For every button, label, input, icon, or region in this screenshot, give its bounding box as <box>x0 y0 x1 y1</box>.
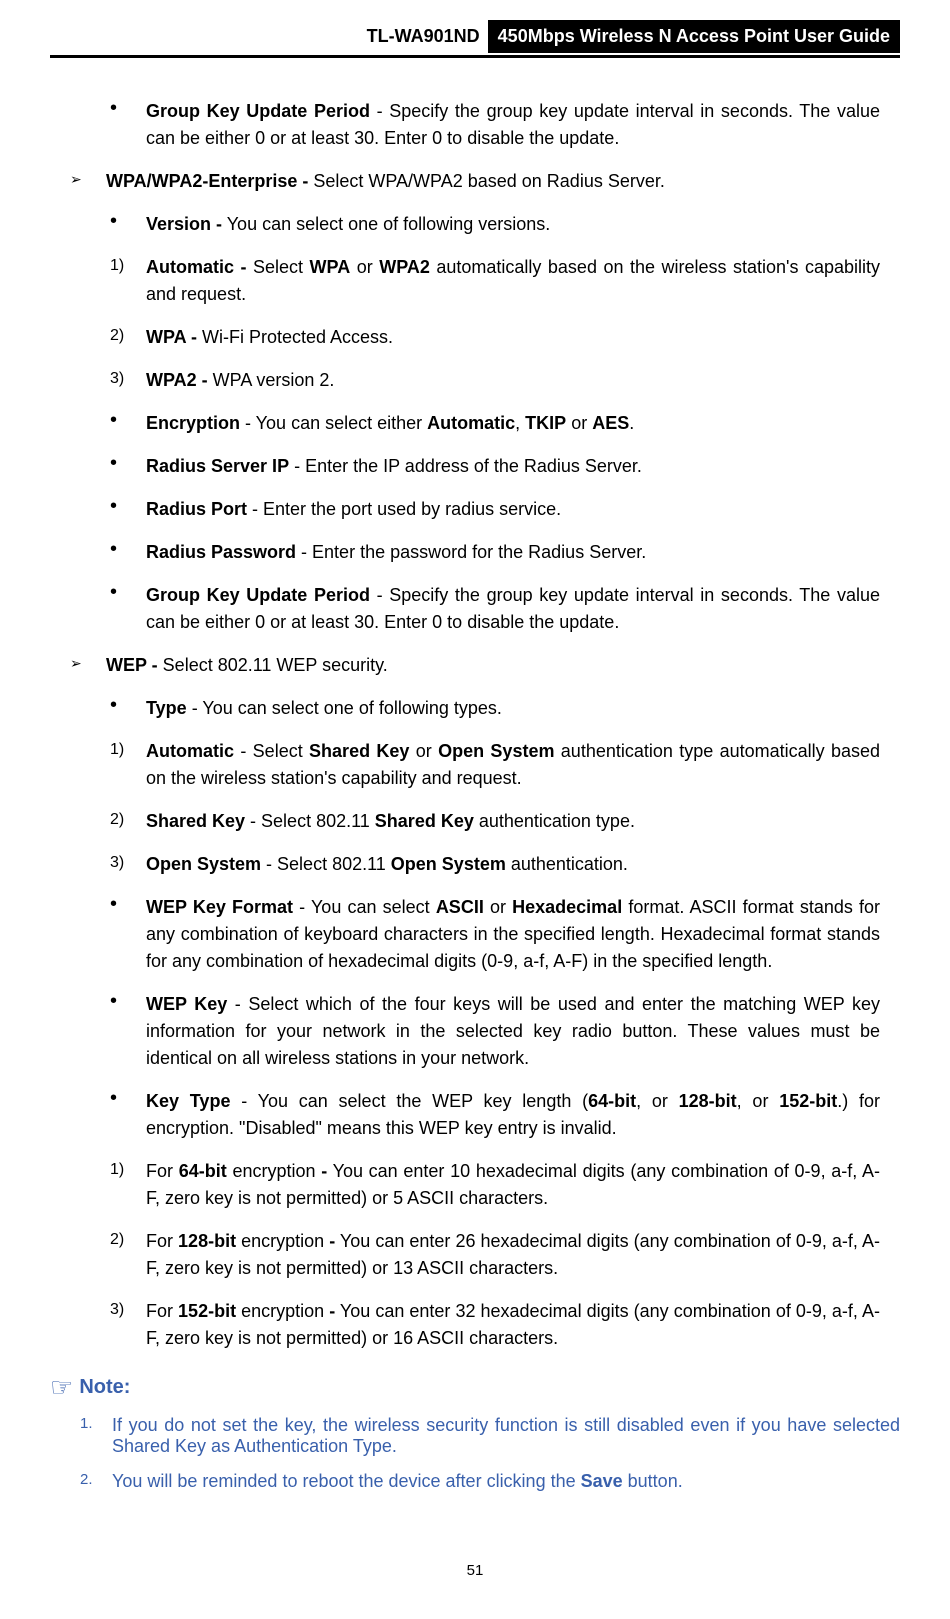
list-item-text: Open System - Select 802.11 Open System … <box>146 851 880 878</box>
content-body: Group Key Update Period - Specify the gr… <box>50 98 900 1352</box>
list-item: 3)Open System - Select 802.11 Open Syste… <box>110 851 880 878</box>
number-marker: 3) <box>110 851 146 878</box>
list-item-text: Shared Key - Select 802.11 Shared Key au… <box>146 808 880 835</box>
list-item: Type - You can select one of following t… <box>110 695 880 722</box>
number-marker: 3) <box>110 367 146 394</box>
dot-bullet-icon <box>110 98 146 152</box>
list-item: Radius Server IP - Enter the IP address … <box>110 453 880 480</box>
list-item-text: For 128-bit encryption - You can enter 2… <box>146 1228 880 1282</box>
chevron-bullet-icon <box>70 168 106 195</box>
model-tag: TL-WA901ND <box>359 22 488 51</box>
list-item: Encryption - You can select either Autom… <box>110 410 880 437</box>
list-item-text: Type - You can select one of following t… <box>146 695 880 722</box>
dot-bullet-icon <box>110 211 146 238</box>
list-item-text: Automatic - Select WPA or WPA2 automatic… <box>146 254 880 308</box>
document-page: TL-WA901ND 450Mbps Wireless N Access Poi… <box>0 0 950 1619</box>
list-item-text: WEP Key - Select which of the four keys … <box>146 991 880 1072</box>
dot-bullet-icon <box>110 582 146 636</box>
number-marker: 1) <box>110 1158 146 1212</box>
list-item: WEP Key - Select which of the four keys … <box>110 991 880 1072</box>
list-item: 1)Automatic - Select WPA or WPA2 automat… <box>110 254 880 308</box>
dot-bullet-icon <box>110 695 146 722</box>
header-bar: TL-WA901ND 450Mbps Wireless N Access Poi… <box>50 0 900 53</box>
list-item: Radius Password - Enter the password for… <box>110 539 880 566</box>
list-item-text: Radius Password - Enter the password for… <box>146 539 880 566</box>
list-item-text: Key Type - You can select the WEP key le… <box>146 1088 880 1142</box>
page-number: 51 <box>50 1562 900 1579</box>
list-item-text: Automatic - Select Shared Key or Open Sy… <box>146 738 880 792</box>
dot-bullet-icon <box>110 894 146 975</box>
header-title: 450Mbps Wireless N Access Point User Gui… <box>488 20 900 53</box>
list-item-text: WEP - Select 802.11 WEP security. <box>106 652 880 679</box>
note-text: If you do not set the key, the wireless … <box>112 1415 900 1457</box>
number-marker: 1) <box>110 738 146 792</box>
note-list: 1.If you do not set the key, the wireles… <box>50 1415 900 1492</box>
dot-bullet-icon <box>110 453 146 480</box>
pointing-hand-icon: ☞ <box>50 1372 73 1403</box>
list-item-text: WPA2 - WPA version 2. <box>146 367 880 394</box>
list-item-text: Group Key Update Period - Specify the gr… <box>146 582 880 636</box>
number-marker: 2) <box>110 324 146 351</box>
list-item-text: Radius Server IP - Enter the IP address … <box>146 453 880 480</box>
list-item: Version - You can select one of followin… <box>110 211 880 238</box>
dot-bullet-icon <box>110 496 146 523</box>
note-text: You will be reminded to reboot the devic… <box>112 1471 900 1492</box>
number-marker: 2) <box>110 1228 146 1282</box>
header-divider <box>50 55 900 58</box>
list-item: 3)WPA2 - WPA version 2. <box>110 367 880 394</box>
list-item: Group Key Update Period - Specify the gr… <box>110 582 880 636</box>
note-item: 2.You will be reminded to reboot the dev… <box>80 1471 900 1492</box>
note-item: 1.If you do not set the key, the wireles… <box>80 1415 900 1457</box>
list-item: 2)For 128-bit encryption - You can enter… <box>110 1228 880 1282</box>
list-item-text: WEP Key Format - You can select ASCII or… <box>146 894 880 975</box>
list-item: Radius Port - Enter the port used by rad… <box>110 496 880 523</box>
list-item-text: Encryption - You can select either Autom… <box>146 410 880 437</box>
list-item: WPA/WPA2-Enterprise - Select WPA/WPA2 ba… <box>70 168 880 195</box>
chevron-bullet-icon <box>70 652 106 679</box>
list-item: 3)For 152-bit encryption - You can enter… <box>110 1298 880 1352</box>
list-item: WEP Key Format - You can select ASCII or… <box>110 894 880 975</box>
list-item: 2)WPA - Wi-Fi Protected Access. <box>110 324 880 351</box>
list-item: 1)Automatic - Select Shared Key or Open … <box>110 738 880 792</box>
list-item-text: Group Key Update Period - Specify the gr… <box>146 98 880 152</box>
number-marker: 3) <box>110 1298 146 1352</box>
list-item: 2)Shared Key - Select 802.11 Shared Key … <box>110 808 880 835</box>
number-marker: 2) <box>110 808 146 835</box>
list-item-text: For 152-bit encryption - You can enter 3… <box>146 1298 880 1352</box>
list-item: Key Type - You can select the WEP key le… <box>110 1088 880 1142</box>
note-header: ☞ Note: <box>50 1372 900 1403</box>
list-item: 1)For 64-bit encryption - You can enter … <box>110 1158 880 1212</box>
list-item-text: Radius Port - Enter the port used by rad… <box>146 496 880 523</box>
list-item: WEP - Select 802.11 WEP security. <box>70 652 880 679</box>
list-item-text: Version - You can select one of followin… <box>146 211 880 238</box>
dot-bullet-icon <box>110 991 146 1072</box>
note-label: Note: <box>79 1376 130 1399</box>
note-number: 1. <box>80 1415 112 1457</box>
number-marker: 1) <box>110 254 146 308</box>
list-item-text: WPA - Wi-Fi Protected Access. <box>146 324 880 351</box>
note-number: 2. <box>80 1471 112 1492</box>
dot-bullet-icon <box>110 1088 146 1142</box>
list-item-text: For 64-bit encryption - You can enter 10… <box>146 1158 880 1212</box>
list-item-text: WPA/WPA2-Enterprise - Select WPA/WPA2 ba… <box>106 168 880 195</box>
dot-bullet-icon <box>110 410 146 437</box>
dot-bullet-icon <box>110 539 146 566</box>
list-item: Group Key Update Period - Specify the gr… <box>110 98 880 152</box>
